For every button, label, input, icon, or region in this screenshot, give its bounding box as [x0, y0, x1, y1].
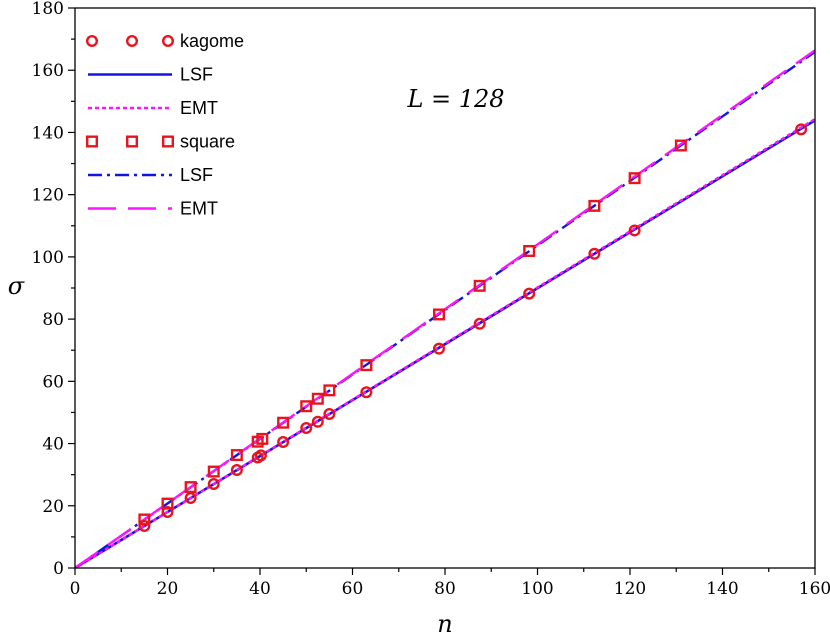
square-point-6 [256, 432, 269, 445]
kagome-point-7 [277, 436, 290, 449]
legend-entry-square-3: square [85, 132, 235, 152]
legend-marker-square [85, 135, 98, 148]
y-axis-title: σ [8, 272, 25, 300]
y-tick-label: 160 [32, 61, 64, 81]
square-point-3 [207, 465, 220, 478]
legend-entry-emt-5: EMT [88, 199, 218, 219]
legend: kagome LSF EMT square LSF EMT [85, 31, 244, 219]
square-point-15 [588, 199, 601, 212]
kagome-point-9 [311, 415, 324, 428]
square-point-17 [674, 139, 687, 152]
square-point-16 [628, 172, 641, 185]
series-markers [138, 123, 808, 533]
square-point-11 [360, 359, 373, 372]
y-tick-label: 40 [42, 435, 64, 455]
kagome-point-11 [360, 386, 373, 399]
x-tick-label: 80 [434, 579, 456, 599]
series-lines [75, 49, 815, 568]
y-tick-label: 120 [32, 186, 64, 206]
legend-marker-square [125, 135, 138, 148]
square-point-2 [184, 481, 197, 494]
x-tick-label: 20 [157, 579, 179, 599]
axis-ticks [68, 7, 816, 575]
square-point-8 [300, 400, 313, 413]
x-tick-label: 120 [614, 579, 646, 599]
kagome-point-16 [628, 224, 641, 237]
x-axis-title: n [437, 610, 452, 638]
y-tick-label: 140 [32, 123, 64, 143]
series-line-emt-5 [75, 49, 815, 568]
legend-label: EMT [180, 98, 218, 118]
axis-tick-labels: 0 20 40 60 80 100 120 140 160 0 20 40 60 80 100 120 140 1… [32, 0, 830, 599]
annotation-label: L = 128 [406, 85, 504, 113]
y-tick-label: 20 [42, 497, 64, 517]
kagome-point-3 [207, 478, 220, 491]
legend-marker-circle [125, 35, 138, 48]
y-tick-label: 80 [42, 310, 64, 330]
kagome-point-12 [432, 342, 445, 355]
y-tick-label: 180 [32, 0, 64, 19]
x-tick-label: 100 [521, 579, 553, 599]
legend-entry-emt-2: EMT [88, 98, 218, 118]
legend-entry-lsf-1: LSF [88, 65, 213, 85]
x-tick-label: 0 [70, 579, 81, 599]
square-point-14 [523, 244, 536, 257]
kagome-point-15 [588, 247, 601, 260]
series-line-lsf-1 [75, 119, 815, 568]
legend-entry-lsf-4: LSF [88, 165, 213, 185]
square-point-0 [138, 513, 151, 526]
kagome-point-13 [473, 317, 486, 330]
x-tick-label: 60 [342, 579, 364, 599]
square-point-13 [473, 279, 486, 292]
square-point-12 [432, 308, 445, 321]
legend-entry-kagome-0: kagome [85, 31, 244, 51]
legend-label: kagome [180, 31, 244, 51]
square-point-4 [230, 449, 243, 462]
y-tick-label: 0 [53, 559, 64, 579]
square-point-9 [311, 392, 324, 405]
legend-label: LSF [180, 165, 213, 185]
square-point-7 [277, 416, 290, 429]
kagome-point-6 [254, 449, 267, 462]
legend-marker-circle [161, 35, 174, 48]
x-tick-label: 140 [706, 579, 738, 599]
kagome-point-2 [184, 492, 197, 505]
kagome-point-17 [795, 123, 808, 136]
kagome-point-10 [323, 408, 336, 421]
kagome-point-14 [523, 287, 536, 300]
kagome-point-4 [230, 464, 243, 477]
legend-marker-square [161, 135, 174, 148]
x-tick-label: 160 [799, 579, 830, 599]
legend-label: LSF [180, 65, 213, 85]
series-line-emt-2 [75, 118, 815, 568]
x-tick-label: 40 [249, 579, 271, 599]
square-point-10 [323, 384, 336, 397]
y-tick-label: 60 [42, 372, 64, 392]
legend-label: square [180, 132, 235, 152]
legend-label: EMT [180, 199, 218, 219]
legend-marker-circle [85, 35, 98, 48]
kagome-point-8 [300, 422, 313, 435]
square-point-1 [161, 497, 174, 510]
kagome-point-0 [138, 520, 151, 533]
y-tick-label: 100 [32, 248, 64, 268]
